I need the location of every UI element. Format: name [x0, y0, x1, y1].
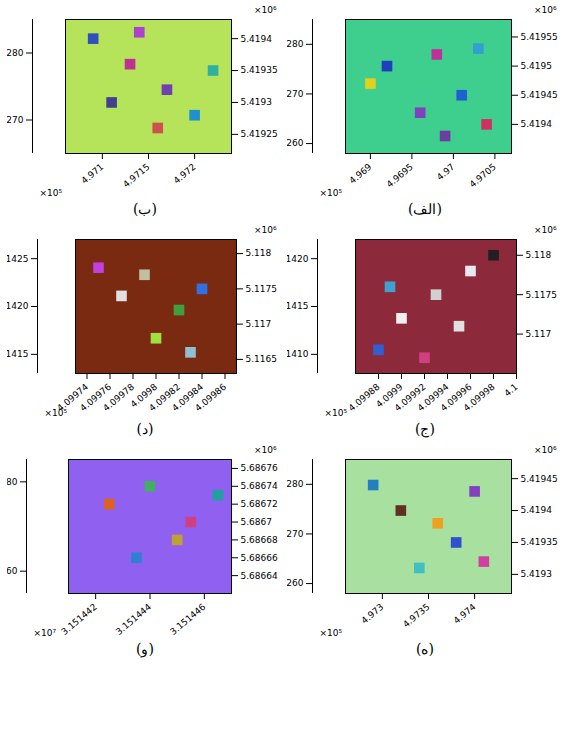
svg-text:4.09988: 4.09988: [347, 381, 382, 413]
svg-text:×10⁶: ×10⁶: [534, 5, 557, 15]
svg-text:4.9705: 4.9705: [467, 162, 498, 190]
svg-text:5.1175: 5.1175: [526, 290, 558, 300]
svg-text:×10⁵: ×10⁵: [325, 408, 348, 418]
svg-text:4.09996: 4.09996: [438, 381, 474, 414]
html-text:(ه): (ه): [416, 641, 434, 657]
svg-text:4.9715: 4.9715: [121, 162, 152, 190]
svg-text:80: 80: [7, 477, 18, 487]
svg-text:×10⁵: ×10⁵: [320, 188, 343, 198]
svg-text:3.151444: 3.151444: [114, 601, 154, 636]
svg-text:5.41945: 5.41945: [521, 474, 558, 484]
html-text:(د): (د): [136, 421, 154, 437]
svg-text:4.972: 4.972: [172, 162, 198, 186]
svg-text:4.09978: 4.09978: [101, 381, 136, 413]
svg-text:1420: 1420: [7, 301, 29, 311]
svg-text:×10⁷: ×10⁷: [34, 628, 57, 638]
svg-text:4.09992: 4.09992: [392, 381, 428, 414]
svg-text:4.09974: 4.09974: [55, 381, 91, 414]
svg-text:280: 280: [287, 479, 304, 489]
svg-text:5.117: 5.117: [526, 329, 552, 339]
svg-text:×10⁵: ×10⁵: [320, 628, 343, 638]
svg-text:5.4194: 5.4194: [241, 34, 273, 44]
svg-text:4.9735: 4.9735: [401, 602, 432, 630]
svg-text:5.68676: 5.68676: [241, 463, 278, 473]
svg-text:60: 60: [7, 566, 18, 576]
svg-text:3.151446: 3.151446: [168, 601, 208, 636]
svg-text:5.4195: 5.4195: [521, 61, 553, 71]
svg-text:4.09994: 4.09994: [415, 381, 451, 414]
svg-text:5.41945: 5.41945: [521, 90, 558, 100]
svg-text:4.974: 4.974: [452, 601, 478, 625]
svg-text:×10⁶: ×10⁶: [534, 445, 557, 455]
svg-text:4.9695: 4.9695: [384, 162, 415, 190]
svg-text:×10⁶: ×10⁶: [254, 225, 277, 235]
svg-text:1420: 1420: [287, 254, 309, 264]
svg-text:5.68664: 5.68664: [241, 571, 278, 581]
svg-text:5.41925: 5.41925: [241, 129, 278, 139]
svg-text:5.4193: 5.4193: [521, 569, 553, 579]
svg-text:5.4194: 5.4194: [521, 505, 553, 515]
svg-text:5.41935: 5.41935: [521, 537, 558, 547]
svg-text:4.09976: 4.09976: [78, 381, 114, 414]
svg-text:×10⁶: ×10⁶: [534, 225, 557, 235]
html-text:(ج): (ج): [415, 421, 435, 437]
html-text:(ب): (ب): [133, 201, 157, 217]
svg-text:3.151442: 3.151442: [59, 602, 98, 637]
svg-text:280: 280: [287, 39, 304, 49]
svg-text:270: 270: [287, 89, 304, 99]
svg-text:5.118: 5.118: [246, 248, 272, 258]
svg-text:4.0999: 4.0999: [374, 381, 405, 410]
svg-text:5.68672: 5.68672: [241, 499, 278, 509]
svg-text:280: 280: [7, 48, 24, 58]
html-text:(و): (و): [136, 641, 154, 657]
svg-text:5.6867: 5.6867: [241, 517, 273, 527]
svg-text:260: 260: [287, 578, 304, 588]
svg-text:4.973: 4.973: [359, 602, 385, 626]
svg-text:5.118: 5.118: [526, 250, 552, 260]
svg-text:4.1: 4.1: [502, 382, 519, 399]
html-text:(الف): (الف): [408, 201, 442, 217]
svg-text:5.41955: 5.41955: [521, 32, 558, 42]
svg-text:4.0998: 4.0998: [128, 381, 160, 410]
svg-text:×10⁵: ×10⁵: [40, 188, 63, 198]
svg-text:4.97: 4.97: [435, 162, 457, 183]
svg-text:1415: 1415: [287, 301, 309, 311]
svg-text:260: 260: [287, 138, 304, 148]
svg-text:5.68674: 5.68674: [241, 481, 278, 491]
svg-text:×10⁶: ×10⁶: [254, 5, 277, 15]
svg-text:1415: 1415: [7, 349, 29, 359]
svg-text:5.4193: 5.4193: [241, 97, 273, 107]
svg-text:×10⁶: ×10⁶: [254, 445, 277, 455]
svg-text:4.969: 4.969: [347, 161, 373, 185]
svg-text:4.09984: 4.09984: [170, 381, 206, 414]
svg-text:5.68666: 5.68666: [241, 553, 278, 563]
svg-text:1410: 1410: [287, 349, 309, 359]
svg-text:270: 270: [287, 529, 304, 539]
svg-text:4.09998: 4.09998: [462, 381, 497, 413]
svg-text:5.41935: 5.41935: [241, 65, 278, 75]
svg-text:4.971: 4.971: [79, 162, 105, 186]
svg-text:1425: 1425: [7, 254, 29, 264]
svg-text:4.09986: 4.09986: [193, 381, 228, 413]
svg-text:4.09982: 4.09982: [147, 381, 183, 414]
svg-text:×10⁵: ×10⁵: [45, 408, 68, 418]
svg-text:5.117: 5.117: [246, 319, 272, 329]
svg-text:5.68668: 5.68668: [241, 535, 278, 545]
svg-text:5.1175: 5.1175: [246, 284, 278, 294]
svg-text:270: 270: [7, 115, 24, 125]
svg-text:5.4194: 5.4194: [521, 119, 553, 129]
svg-text:5.1165: 5.1165: [246, 354, 278, 364]
